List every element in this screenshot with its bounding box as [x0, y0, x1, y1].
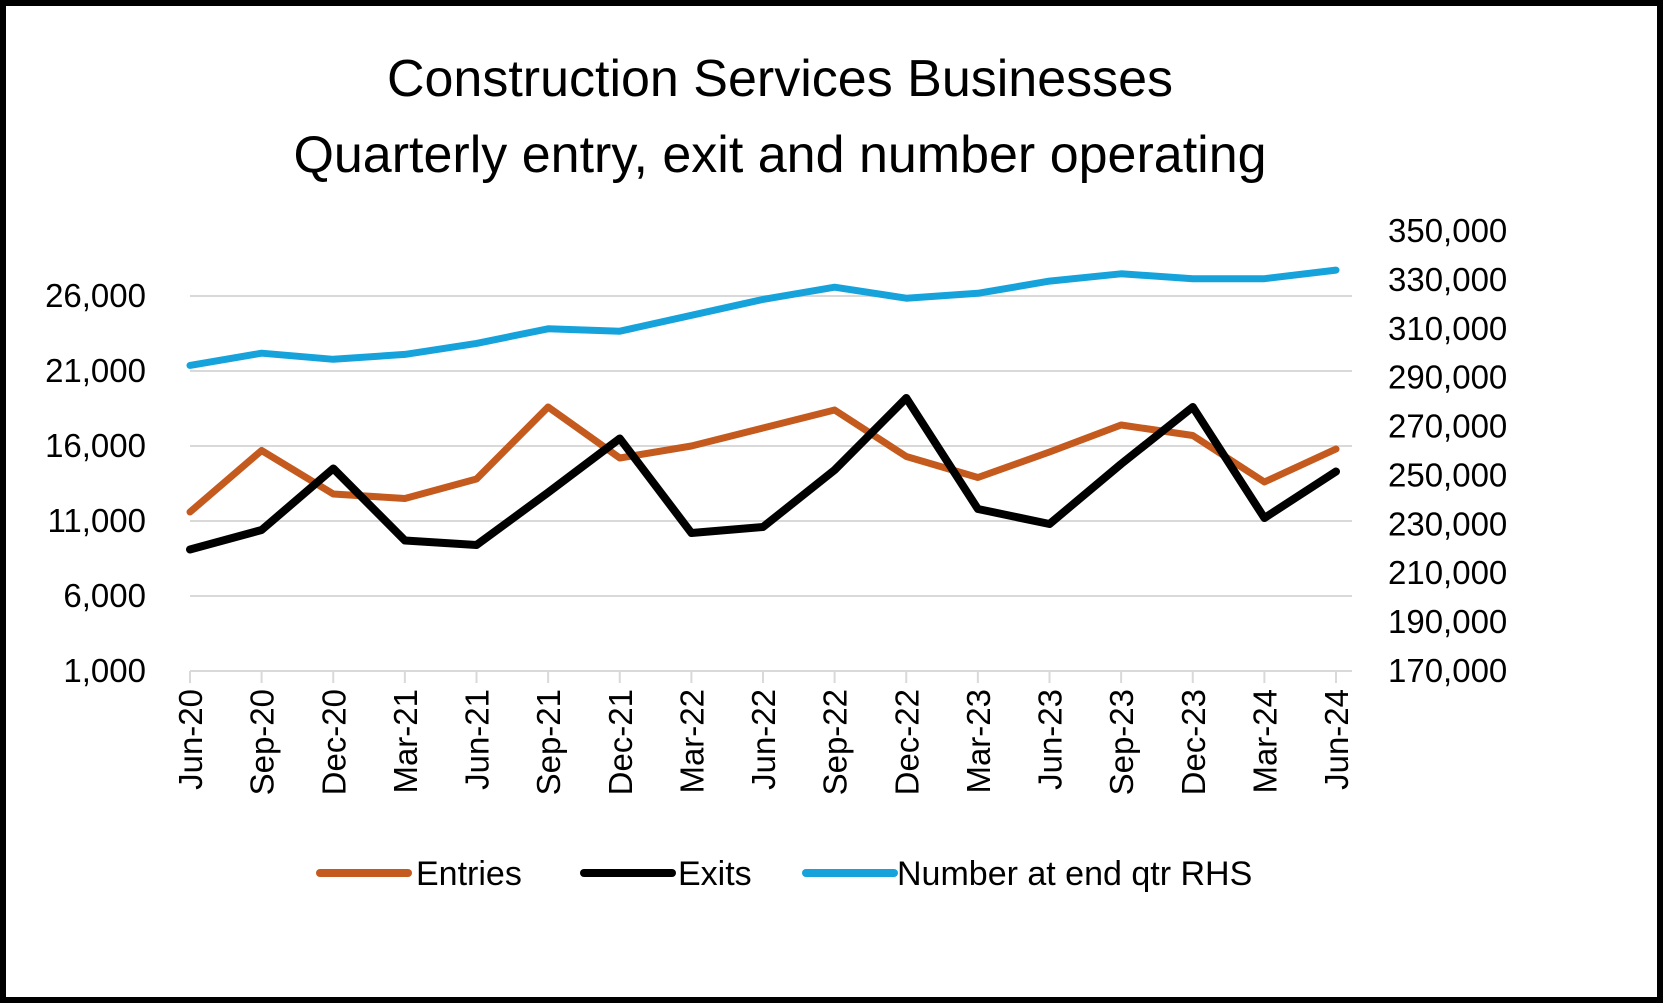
left-tick-label: 11,000 — [48, 502, 146, 539]
x-tick-label: Mar-22 — [673, 689, 710, 794]
right-tick-label: 170,000 — [1388, 652, 1507, 689]
x-axis: Jun-20 Sep-20 Dec-20 Mar-21 Jun-21 Sep-21 Dec-… — [172, 670, 1355, 795]
legend-label: Exits — [678, 855, 752, 893]
x-tick-label: Dec-20 — [315, 689, 352, 795]
right-tick-label: 350,000 — [1388, 212, 1507, 249]
left-tick-label: 26,000 — [45, 277, 146, 314]
gridlines — [190, 295, 1352, 597]
right-axis-ticks: 170,000 190,000 210,000 230,000 250,000 270,0… — [1388, 212, 1507, 689]
right-tick-label: 230,000 — [1388, 505, 1507, 542]
left-tick-label: 16,000 — [45, 427, 146, 464]
chart-title: Construction Services Businesses — [387, 50, 1173, 108]
series-lines — [186, 266, 1340, 554]
right-tick-label: 190,000 — [1388, 603, 1507, 640]
line-chart: Construction Services Businesses Quarter… — [45, 50, 1507, 893]
x-tick-label: Jun-21 — [459, 689, 496, 790]
x-tick-label: Jun-23 — [1032, 689, 1069, 790]
x-tick-label: Jun-24 — [1318, 689, 1355, 790]
x-tick-label: Jun-22 — [745, 689, 782, 790]
x-tick-label: Sep-21 — [530, 689, 567, 795]
x-tick-label: Sep-20 — [244, 689, 281, 795]
right-tick-label: 330,000 — [1388, 261, 1507, 298]
right-tick-label: 210,000 — [1388, 554, 1507, 591]
right-tick-label: 310,000 — [1388, 310, 1507, 347]
left-tick-label: 6,000 — [63, 577, 146, 614]
series-line-entries — [186, 403, 1340, 516]
legend-label: Entries — [416, 855, 522, 893]
x-tick-label: Mar-21 — [387, 689, 424, 794]
legend-label: Number at end qtr RHS — [897, 855, 1252, 893]
x-tick-label: Dec-22 — [888, 689, 925, 795]
left-tick-label: 1,000 — [63, 652, 146, 689]
right-tick-label: 290,000 — [1388, 359, 1507, 396]
x-tick-label: Dec-23 — [1175, 689, 1212, 795]
x-tick-label: Sep-22 — [817, 689, 854, 795]
left-axis-ticks: 1,000 6,000 11,000 16,000 21,000 26,000 — [45, 277, 146, 689]
series-line-exits — [186, 394, 1340, 554]
left-tick-label: 21,000 — [45, 352, 146, 389]
right-tick-label: 270,000 — [1388, 408, 1507, 445]
right-tick-label: 250,000 — [1388, 456, 1507, 493]
x-tick-label: Dec-21 — [602, 689, 639, 795]
chart-subtitle: Quarterly entry, exit and number operati… — [293, 126, 1266, 184]
legend: Entries Exits Number at end qtr RHS — [316, 855, 1252, 893]
series-line-number-at-end-qtr-rhs — [186, 266, 1340, 369]
x-tick-label: Mar-23 — [960, 689, 997, 794]
x-tick-label: Mar-24 — [1246, 689, 1283, 794]
x-tick-label: Sep-23 — [1103, 689, 1140, 795]
x-tick-label: Jun-20 — [172, 689, 209, 790]
